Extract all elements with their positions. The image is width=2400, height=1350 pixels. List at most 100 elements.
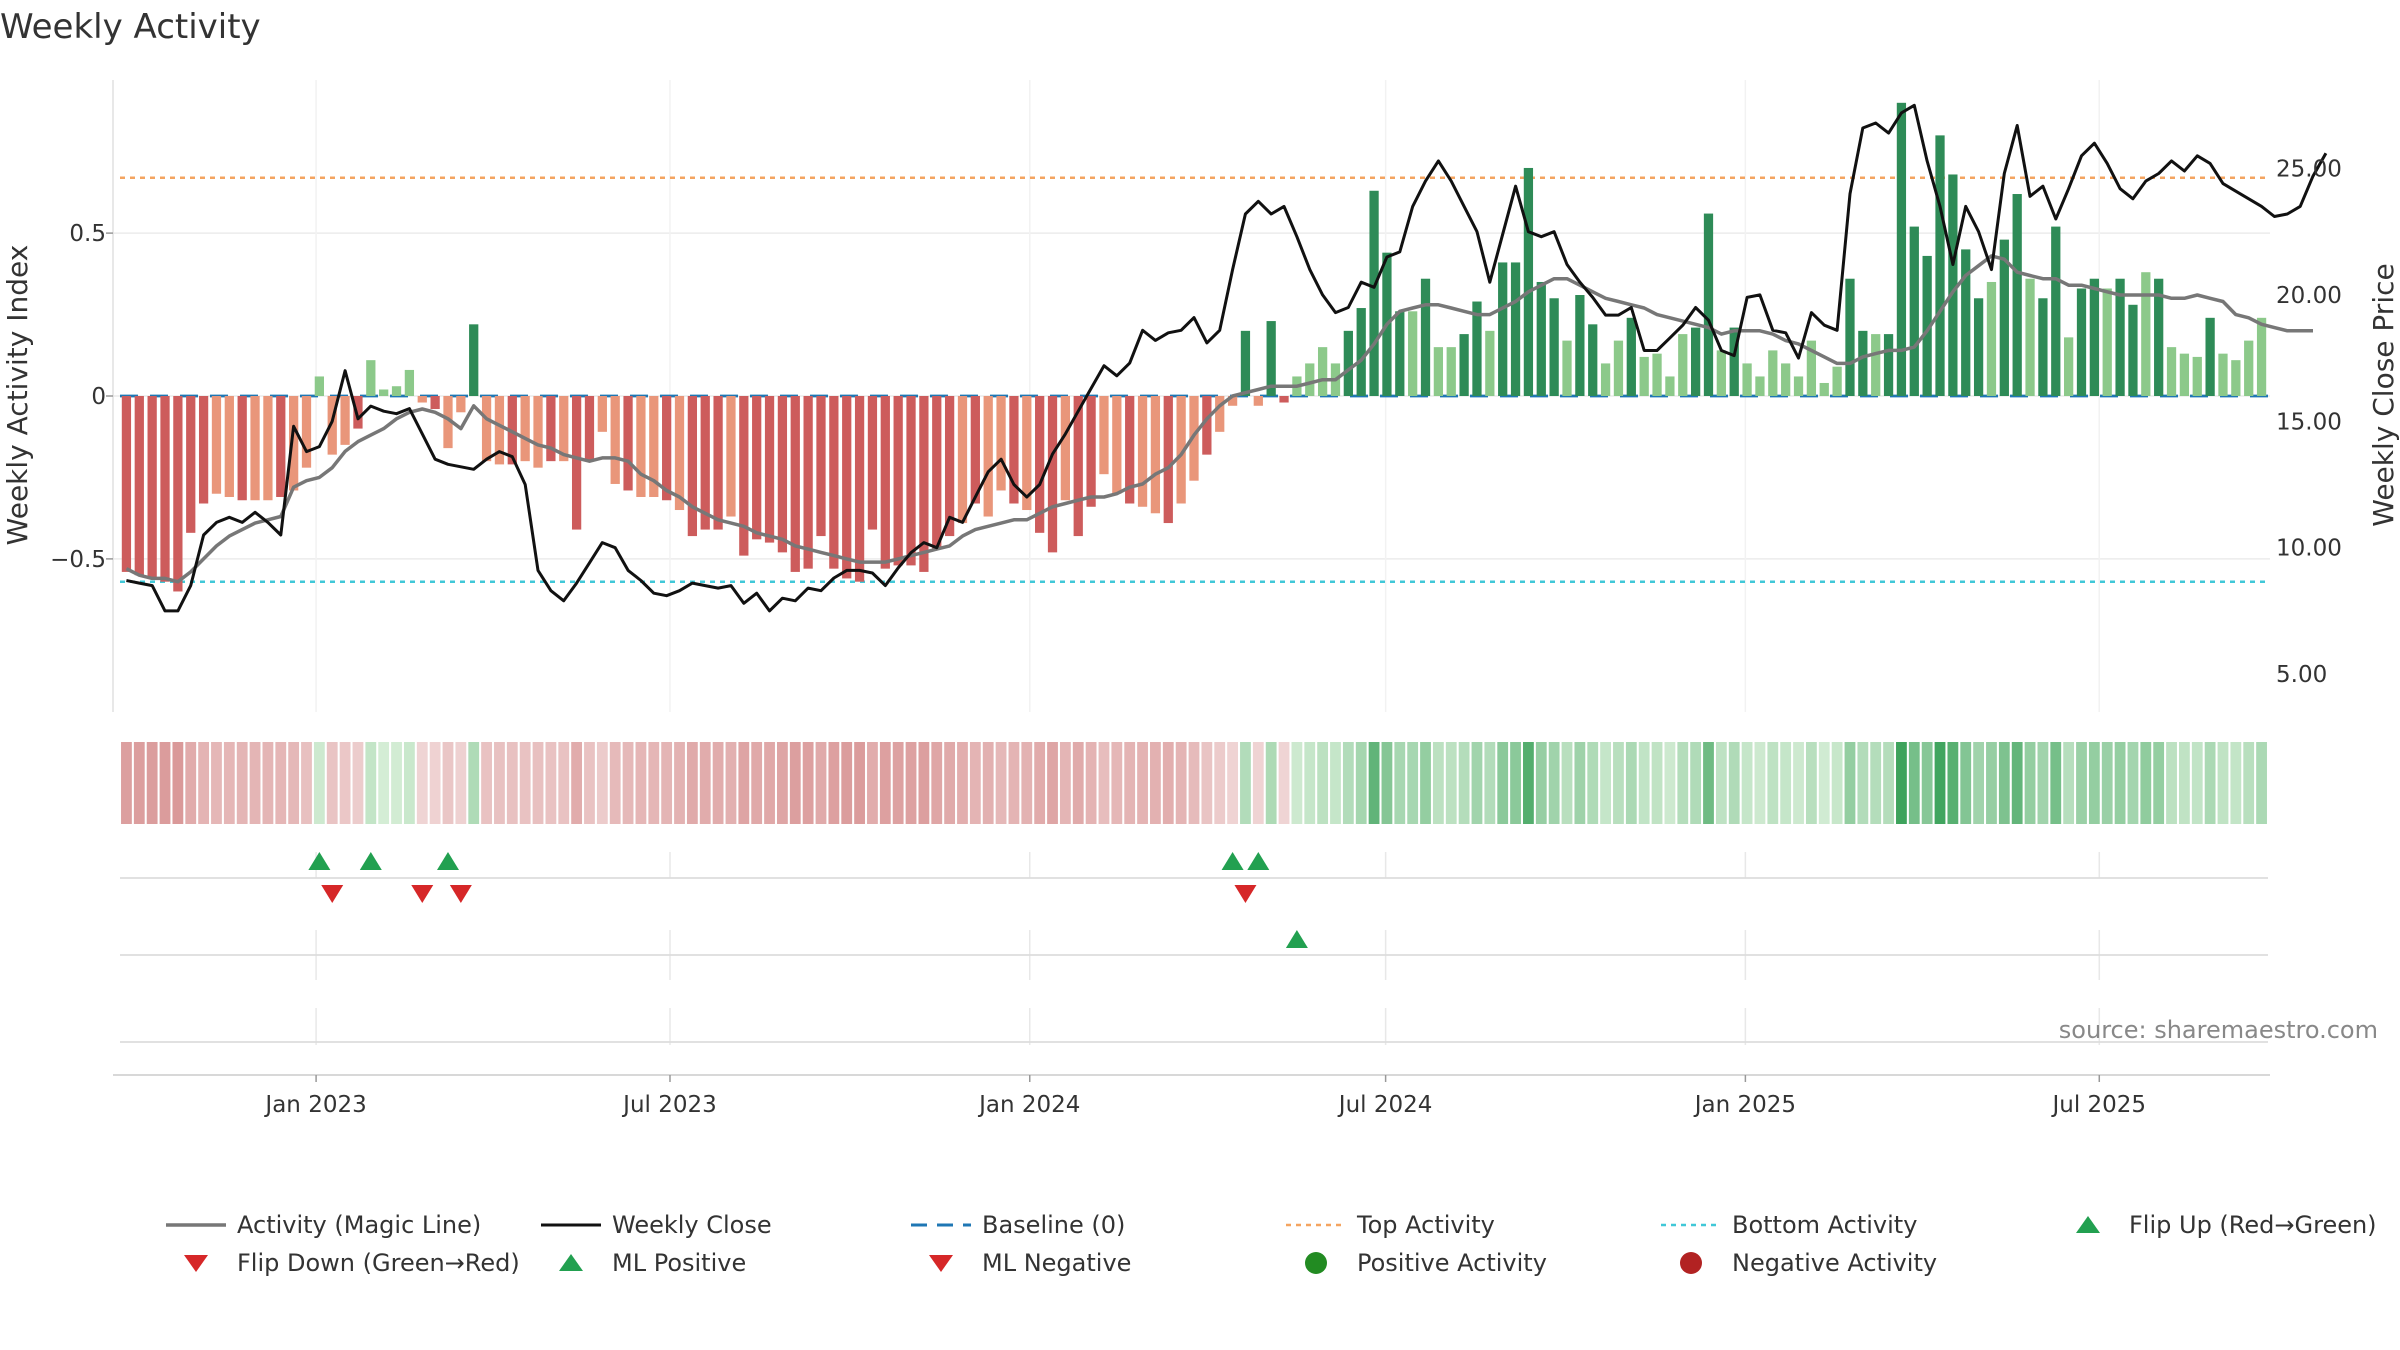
activity-bar: [559, 396, 569, 462]
activity-bar: [1485, 330, 1495, 396]
heat-cell: [738, 742, 750, 824]
activity-bar: [224, 396, 234, 497]
activity-bar: [1948, 174, 1958, 396]
activity-bar: [854, 396, 865, 582]
right-tick-label: 5.00: [2276, 662, 2327, 688]
activity-bar: [2115, 278, 2125, 396]
heat-cell: [571, 742, 583, 824]
right-tick-label: 20.00: [2276, 283, 2342, 309]
activity-bar: [649, 396, 659, 497]
heat-cell: [1986, 742, 1997, 824]
heat-cell: [1124, 742, 1136, 824]
heat-cell: [2024, 742, 2036, 824]
legend-item-magic: Activity (Magic Line): [166, 1211, 481, 1239]
activity-bar: [906, 396, 916, 566]
heat-cell: [1625, 742, 1637, 824]
heat-cell: [1278, 742, 1290, 824]
activity-bar: [687, 396, 698, 537]
legend-label: Flip Up (Red→Green): [2129, 1211, 2377, 1239]
heat-cell: [622, 742, 634, 824]
legend-item-bottom: Bottom Activity: [1661, 1211, 1917, 1239]
heat-cell: [982, 742, 994, 824]
activity-bar: [1099, 396, 1109, 475]
activity-bar: [957, 396, 968, 524]
flip-up-marker: [359, 852, 382, 870]
heat-cell: [1960, 742, 1972, 824]
heat-cell: [545, 742, 557, 824]
heat-cell: [532, 742, 544, 824]
heat-cell: [699, 742, 711, 824]
activity-bar: [1909, 226, 1919, 396]
heat-cell: [609, 742, 621, 824]
heat-cell: [249, 742, 261, 824]
x-tick-label: Jul 2023: [621, 1092, 717, 1118]
heat-cell: [828, 742, 840, 824]
heat-cell: [121, 742, 132, 824]
activity-bar: [996, 396, 1006, 491]
activity-bar: [2102, 288, 2112, 396]
heat-cell: [236, 742, 248, 824]
activity-bar: [481, 396, 492, 462]
activity-bar: [1498, 262, 1508, 396]
activity-bar: [739, 396, 749, 556]
x-tick-label: Jan 2025: [1693, 1092, 1796, 1118]
activity-bar: [301, 396, 312, 468]
activity-bar: [443, 396, 453, 449]
heat-cell: [2076, 742, 2087, 824]
heat-cell: [1330, 742, 1341, 824]
right-tick-label: 15.00: [2276, 409, 2342, 435]
heat-cell: [1728, 742, 1740, 824]
activity-bar: [1626, 317, 1636, 396]
heat-cell: [1754, 742, 1766, 824]
x-tick-label: Jan 2024: [977, 1092, 1080, 1118]
heat-cell: [506, 742, 518, 824]
activity-bar: [880, 396, 890, 569]
activity-bar: [2192, 356, 2202, 396]
heat-cell: [262, 742, 274, 824]
heat-cell: [1831, 742, 1843, 824]
heat-cell: [867, 742, 878, 824]
weekly-close-line: [126, 103, 2328, 613]
activity-bar: [932, 396, 942, 550]
activity-bar: [456, 396, 466, 413]
legend-item-neg_act: Negative Activity: [1680, 1249, 1937, 1277]
activity-bar: [1549, 298, 1559, 396]
activity-bar: [1961, 249, 1971, 396]
heat-cell: [313, 742, 325, 824]
legend-item-flip_down: Flip Down (Green→Red): [184, 1249, 520, 1277]
x-tick-label: Jul 2025: [2050, 1092, 2146, 1118]
activity-bar: [1433, 347, 1444, 396]
activity-bar: [1562, 340, 1572, 396]
heat-cell: [1600, 742, 1611, 824]
heat-cell: [1870, 742, 1882, 824]
heat-cell: [1098, 742, 1110, 824]
flip-down-marker: [1234, 885, 1257, 903]
activity-bar: [1729, 327, 1739, 396]
heat-cell: [1420, 742, 1431, 824]
activity-bar: [1125, 396, 1135, 504]
heat-cell: [944, 742, 956, 824]
activity-bar: [1202, 396, 1212, 455]
heat-cell: [1973, 742, 1985, 824]
activity-bar: [584, 396, 595, 462]
heat-cell: [1137, 742, 1148, 824]
heat-cell: [1317, 742, 1329, 824]
heat-cell: [1407, 742, 1419, 824]
heat-cell: [1690, 742, 1702, 824]
activity-bar: [430, 396, 440, 410]
axes: 0.5 0 −0.5 25.00 20.00 15.00 10.00 5.00: [50, 80, 2342, 1076]
gridlines: [113, 80, 2270, 1045]
heat-cell: [1921, 742, 1933, 824]
activity-bar: [777, 396, 788, 553]
heat-cell: [133, 742, 145, 824]
activity-bar: [263, 396, 273, 501]
heat-cell: [2114, 742, 2126, 824]
activity-bar: [134, 396, 144, 576]
heat-cell: [1188, 742, 1200, 824]
activity-bar: [2025, 278, 2035, 396]
activity-bar: [314, 376, 324, 396]
heat-cell: [301, 742, 312, 824]
heat-cell: [918, 742, 930, 824]
heat-cell: [2050, 742, 2062, 824]
